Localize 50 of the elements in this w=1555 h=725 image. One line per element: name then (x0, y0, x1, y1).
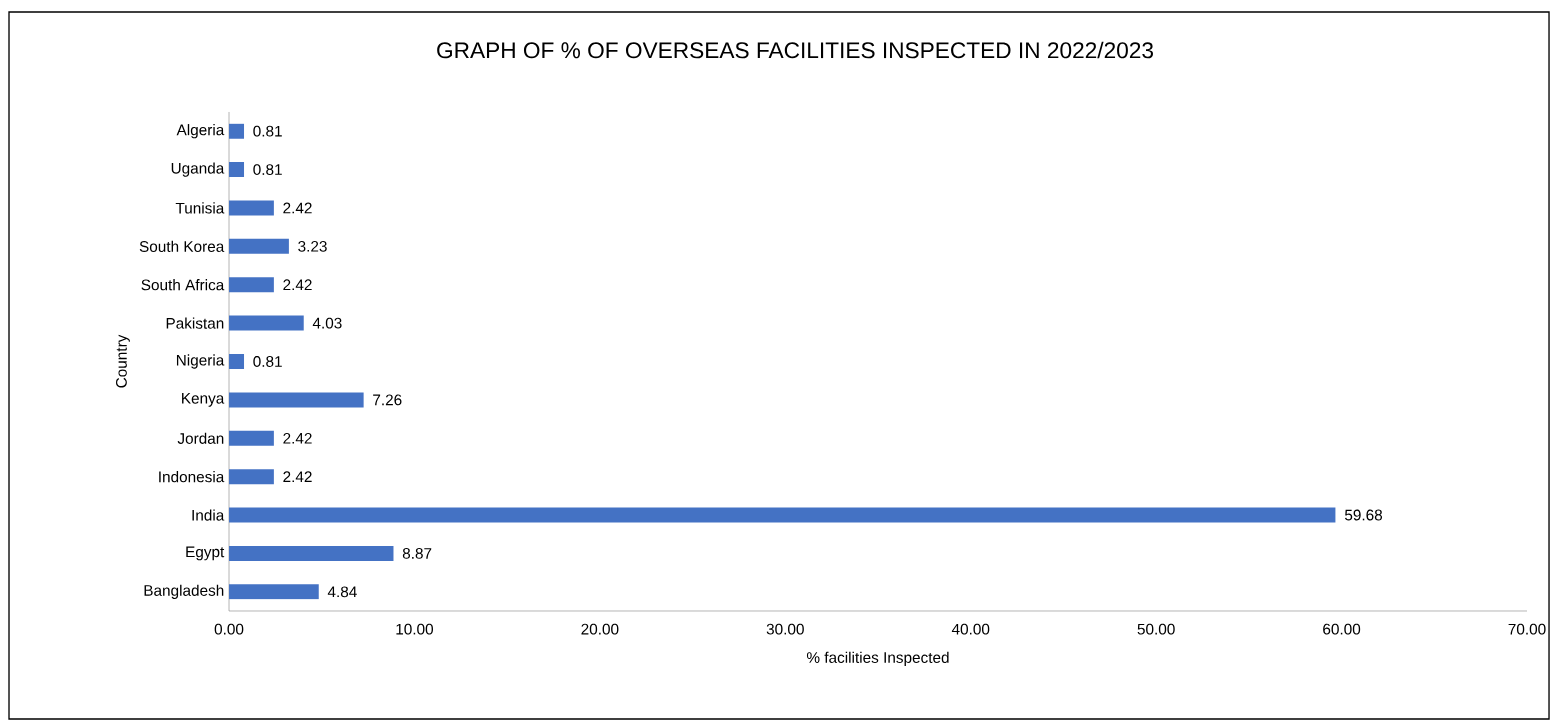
y-tick-label: India (192, 509, 225, 521)
y-tick-label: South Africa (141, 279, 225, 291)
y-axis-title: Country (116, 334, 130, 388)
data-label: 8.87 (402, 547, 432, 559)
bar (229, 584, 319, 600)
y-tick-label: Bangladesh (144, 584, 224, 599)
data-label: 0.81 (253, 356, 282, 367)
data-label: 2.42 (283, 202, 312, 214)
data-label: 2.42 (283, 471, 312, 483)
data-label: 0.81 (253, 164, 282, 175)
y-tick-label: Nigeria (176, 354, 225, 369)
x-tick-label: 70.00 (1508, 623, 1546, 635)
y-tick-label: Pakistan (166, 317, 224, 329)
data-label: 3.23 (298, 240, 327, 252)
data-label: 0.81 (253, 125, 282, 137)
x-tick-label: 10.00 (396, 623, 434, 635)
chart-title: GRAPH OF % OF OVERSEAS FACILITIES INSPECTED IN 2022/2023 (437, 41, 1153, 59)
bar (229, 507, 1336, 523)
y-tick-label: Tunisia (175, 202, 225, 214)
x-tick-label: 50.00 (1137, 623, 1175, 635)
data-label: 7.26 (373, 394, 402, 406)
y-tick-label: Jordan (177, 432, 224, 444)
x-tick-label: 30.00 (766, 623, 804, 635)
y-tick-label: Uganda (171, 162, 225, 177)
bar (229, 123, 245, 139)
x-axis-title: % facilities Inspected (806, 651, 949, 667)
bar (229, 200, 274, 216)
bar (229, 238, 289, 254)
bar (229, 469, 274, 485)
bar (229, 354, 245, 369)
data-label: 2.42 (283, 432, 312, 444)
bar (229, 162, 245, 178)
y-tick-label: Indonesia (159, 471, 225, 483)
data-label: 2.42 (283, 279, 312, 291)
y-tick-label: South Korea (139, 240, 225, 252)
bar (229, 315, 304, 331)
bar (229, 545, 394, 561)
bar (229, 277, 274, 293)
y-tick-label: Kenya (182, 393, 225, 407)
data-label: 59.68 (1344, 509, 1383, 521)
y-tick-label: Algeria (176, 124, 225, 139)
bar (229, 392, 364, 408)
x-tick-label: 0.00 (214, 623, 244, 635)
data-label: 4.03 (312, 317, 342, 329)
bar (229, 430, 274, 446)
x-tick-label: 40.00 (951, 623, 990, 635)
data-label: 4.84 (327, 586, 357, 598)
x-tick-label: 20.00 (581, 623, 619, 635)
y-tick-label: Egypt (186, 546, 225, 561)
x-tick-label: 60.00 (1323, 623, 1361, 635)
